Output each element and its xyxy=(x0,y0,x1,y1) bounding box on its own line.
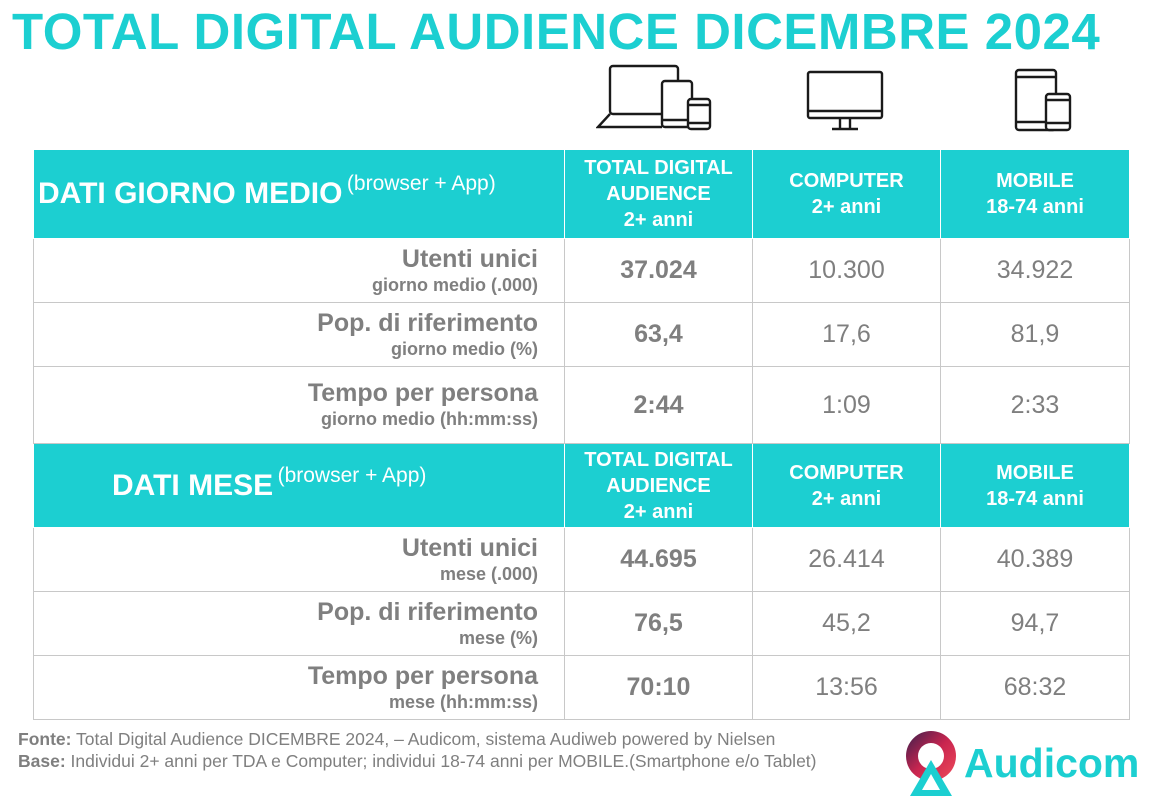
col-header-computer: COMPUTER 2+ anni xyxy=(752,149,941,239)
daily-header-row: DATI GIORNO MEDIO (browser + App) TOTAL … xyxy=(33,149,1130,239)
value-mobile: 68:32 xyxy=(940,655,1130,720)
row-label: Pop. di riferimento mese (%) xyxy=(33,591,565,656)
row-label: Tempo per persona giorno medio (hh:mm:ss… xyxy=(33,366,565,444)
row-label: Tempo per persona mese (hh:mm:ss) xyxy=(33,655,565,720)
row-label: Utenti unici giorno medio (.000) xyxy=(33,238,565,303)
monthly-section-subtitle: (browser + App) xyxy=(277,463,427,487)
value-mobile: 40.389 xyxy=(940,527,1130,592)
value-total: 44.695 xyxy=(564,527,753,592)
value-computer: 1:09 xyxy=(752,366,941,444)
devices-icon xyxy=(596,63,716,131)
value-computer: 13:56 xyxy=(752,655,941,720)
source-note: Fonte: Total Digital Audience DICEMBRE 2… xyxy=(18,729,776,749)
desktop-monitor-icon xyxy=(806,70,884,132)
value-computer: 10.300 xyxy=(752,238,941,303)
value-computer: 17,6 xyxy=(752,302,941,367)
monthly-section-title: DATI MESE (browser + App) xyxy=(33,443,565,528)
value-total: 70:10 xyxy=(564,655,753,720)
value-computer: 45,2 xyxy=(752,591,941,656)
value-total: 76,5 xyxy=(564,591,753,656)
col-header-computer: COMPUTER 2+ anni xyxy=(752,443,941,528)
table-row: Tempo per persona mese (hh:mm:ss) 70:10 … xyxy=(33,655,1130,720)
audicom-logo-icon xyxy=(902,730,960,798)
table-row: Utenti unici giorno medio (.000) 37.024 … xyxy=(33,238,1130,303)
footer-notes: Fonte: Total Digital Audience DICEMBRE 2… xyxy=(18,728,898,772)
audience-table: DATI GIORNO MEDIO (browser + App) TOTAL … xyxy=(33,149,1130,720)
value-total: 2:44 xyxy=(564,366,753,444)
value-mobile: 81,9 xyxy=(940,302,1130,367)
col-header-mobile: MOBILE 18-74 anni xyxy=(940,149,1130,239)
value-computer: 26.414 xyxy=(752,527,941,592)
col-header-mobile: MOBILE 18-74 anni xyxy=(940,443,1130,528)
table-row: Tempo per persona giorno medio (hh:mm:ss… xyxy=(33,366,1130,444)
table-row: Pop. di riferimento mese (%) 76,5 45,2 9… xyxy=(33,591,1130,656)
value-total: 63,4 xyxy=(564,302,753,367)
monthly-header-row: DATI MESE (browser + App) TOTAL DIGITAL … xyxy=(33,443,1130,528)
table-row: Pop. di riferimento giorno medio (%) 63,… xyxy=(33,302,1130,367)
value-total: 37.024 xyxy=(564,238,753,303)
logo-wordmark: Audicom xyxy=(964,740,1140,786)
row-label: Utenti unici mese (.000) xyxy=(33,527,565,592)
value-mobile: 94,7 xyxy=(940,591,1130,656)
daily-section-subtitle: (browser + App) xyxy=(346,172,496,195)
daily-section-title: DATI GIORNO MEDIO (browser + App) xyxy=(33,149,565,239)
table-row: Utenti unici mese (.000) 44.695 26.414 4… xyxy=(33,527,1130,592)
col-header-total: TOTAL DIGITAL AUDIENCE 2+ anni xyxy=(564,149,753,239)
tablet-smartphone-icon xyxy=(1012,68,1074,134)
value-mobile: 2:33 xyxy=(940,366,1130,444)
col-header-total: TOTAL DIGITAL AUDIENCE 2+ anni xyxy=(564,443,753,528)
row-label: Pop. di riferimento giorno medio (%) xyxy=(33,302,565,367)
value-mobile: 34.922 xyxy=(940,238,1130,303)
page-title: TOTAL DIGITAL AUDIENCE DICEMBRE 2024 xyxy=(12,3,1101,60)
base-note: Base: Individui 2+ anni per TDA e Comput… xyxy=(18,751,817,771)
